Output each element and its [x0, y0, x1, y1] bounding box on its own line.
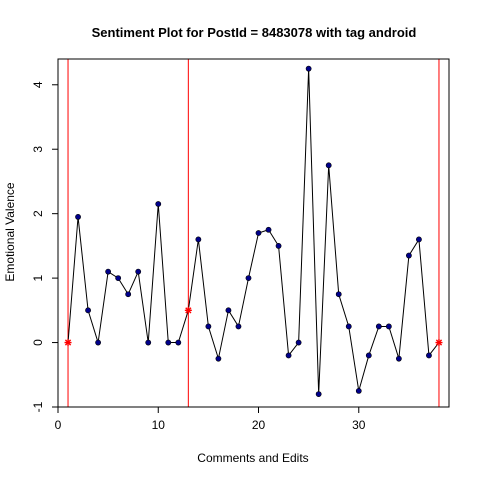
data-point	[405, 252, 412, 259]
data-point	[305, 65, 312, 72]
data-point	[95, 339, 102, 346]
data-point	[345, 323, 352, 330]
y-tick-label: 2	[31, 210, 45, 217]
highlight-point	[184, 306, 192, 314]
data-point	[255, 230, 262, 236]
y-tick-label: 0	[31, 339, 45, 346]
data-point	[395, 355, 402, 362]
data-point	[125, 291, 132, 298]
data-point	[225, 307, 232, 314]
data-point	[355, 387, 362, 394]
y-tick-label: 4	[31, 81, 45, 88]
y-tick-label: 1	[31, 274, 45, 281]
data-point	[325, 162, 332, 169]
data-point	[365, 352, 372, 359]
data-point	[135, 268, 142, 275]
data-point	[375, 323, 382, 330]
data-point	[385, 323, 392, 330]
x-axis: 0 10 20 30	[55, 407, 366, 432]
data-point	[115, 275, 122, 282]
plot-frame	[57, 58, 450, 408]
chart-title: Sentiment Plot for PostId = 8483078 with…	[92, 25, 417, 40]
data-point	[85, 307, 91, 314]
data-point	[165, 339, 172, 346]
data-point	[295, 339, 302, 346]
vertical-marker-lines	[67, 59, 440, 407]
star-stroke	[185, 307, 192, 314]
x-axis-label: Comments and Edits	[197, 451, 308, 465]
data-point	[205, 323, 212, 330]
x-tick-label: 30	[352, 418, 366, 432]
data-point	[155, 201, 162, 207]
data-point	[245, 275, 252, 282]
data-point	[215, 355, 222, 362]
y-axis-label: Emotional Valence	[3, 182, 17, 281]
data-point	[75, 213, 81, 220]
star-stroke	[435, 339, 443, 346]
x-tick-label: 20	[252, 418, 266, 432]
data-point	[145, 339, 152, 346]
data-point	[335, 291, 342, 298]
y-tick-label: 3	[31, 146, 45, 153]
data-point	[416, 236, 422, 243]
x-tick-label: 0	[55, 418, 62, 432]
data-point	[195, 236, 202, 243]
y-axis: -1 0 1 2 3 4	[31, 81, 58, 412]
data-point	[426, 352, 432, 359]
data-point	[175, 339, 182, 346]
y-tick-label: -1	[31, 401, 45, 412]
data-point	[285, 352, 292, 359]
data-points	[64, 65, 443, 398]
highlight-point	[64, 339, 72, 347]
highlight-point	[435, 339, 443, 347]
data-point	[265, 226, 272, 233]
x-tick-label: 10	[152, 418, 166, 432]
data-point	[105, 268, 112, 275]
series-line-group	[67, 68, 440, 395]
data-point	[235, 323, 242, 330]
series-line	[67, 68, 440, 395]
data-point	[275, 242, 282, 249]
data-point	[315, 391, 322, 398]
star-stroke	[64, 339, 72, 346]
